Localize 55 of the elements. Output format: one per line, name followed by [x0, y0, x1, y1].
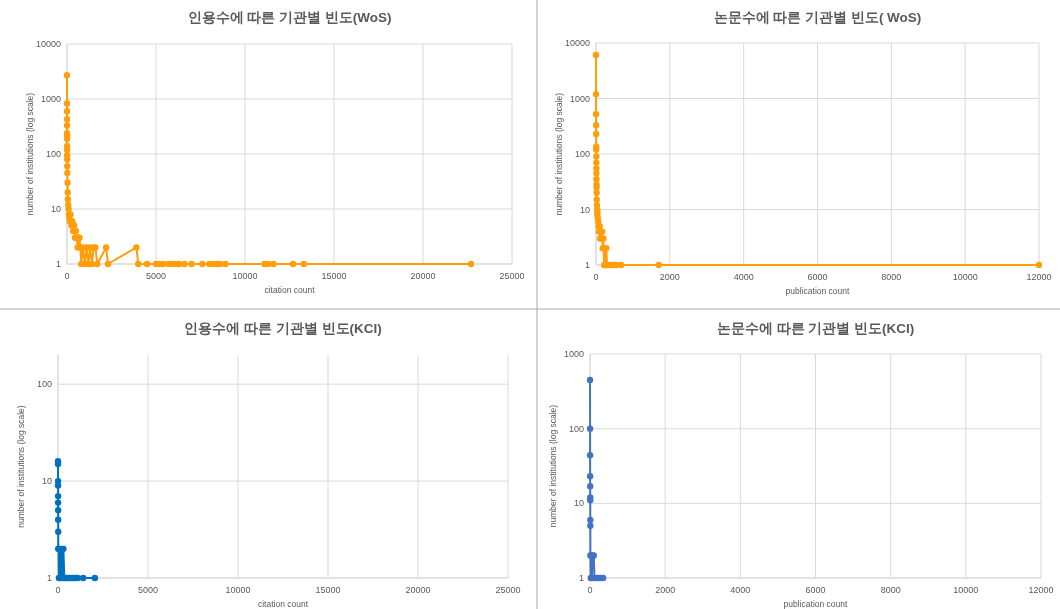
y-tick-label: 10 [579, 204, 590, 215]
y-tick-label: 10 [50, 204, 61, 214]
y-tick-label: 10 [41, 476, 52, 487]
y-tick-label: 1 [578, 573, 584, 583]
x-tick-label: 15000 [321, 271, 347, 281]
x-tick-label: 2000 [655, 585, 676, 595]
y-axis-title: number of institutions (log scale) [548, 404, 558, 528]
x-tick-label: 0 [587, 585, 593, 595]
x-tick-label: 0 [55, 585, 61, 595]
x-axis-title: publication count [783, 599, 849, 609]
x-axis-title: citation count [257, 599, 309, 609]
y-tick-label: 1000 [40, 94, 61, 104]
y-tick-label: 100 [568, 423, 584, 434]
x-tick-label: 10000 [953, 585, 979, 595]
y-tick-label: 10000 [35, 39, 61, 49]
y-tick-label: 1 [55, 259, 61, 269]
x-tick-label: 20000 [405, 585, 431, 595]
y-tick-label: 100 [45, 149, 61, 159]
y-tick-label: 1 [584, 260, 590, 270]
x-tick-label: 4000 [730, 585, 751, 595]
x-tick-label: 8000 [881, 272, 902, 282]
y-axis-title: number of institutions (log scale) [25, 92, 35, 216]
x-tick-label: 8000 [880, 585, 901, 595]
x-tick-label: 25000 [495, 585, 521, 595]
x-tick-label: 4000 [733, 272, 754, 282]
y-tick-label: 1 [46, 573, 52, 583]
x-axis-title: citation count [264, 285, 316, 295]
x-axis-title: publication count [785, 286, 851, 296]
x-tick-label: 2000 [659, 272, 680, 282]
y-tick-label: 1000 [563, 349, 584, 359]
x-tick-label: 0 [64, 271, 70, 281]
x-tick-label: 5000 [145, 271, 167, 281]
x-tick-label: 6000 [805, 585, 826, 595]
chart-title: 논문수에 따른 기관별 빈도( WoS) [713, 10, 922, 25]
x-tick-label: 10000 [232, 271, 258, 281]
x-tick-label: 0 [593, 272, 599, 282]
x-tick-label: 10000 [952, 272, 978, 282]
x-tick-label: 12000 [1028, 585, 1054, 595]
chart-title: 인용수에 따른 기관별 빈도(WoS) [187, 10, 392, 25]
y-axis-title: number of institutions (log scale) [16, 405, 26, 528]
y-tick-label: 1000 [569, 93, 590, 104]
y-tick-label: 10000 [564, 38, 590, 48]
x-tick-label: 15000 [315, 585, 341, 595]
y-axis-title: number of institutions (log scale) [554, 92, 564, 216]
x-tick-label: 6000 [807, 272, 828, 282]
chart-title: 인용수에 따른 기관별 빈도(KCI) [184, 321, 382, 336]
x-tick-label: 25000 [499, 271, 525, 281]
y-tick-label: 100 [36, 379, 52, 390]
x-tick-label: 5000 [137, 585, 159, 595]
x-tick-label: 10000 [225, 585, 251, 595]
y-tick-label: 10 [573, 498, 584, 509]
x-tick-label: 12000 [1026, 272, 1052, 282]
x-tick-label: 20000 [410, 271, 436, 281]
chart-title: 논문수에 따른 기관별 빈도(KCI) [716, 321, 915, 336]
y-tick-label: 100 [574, 149, 590, 159]
